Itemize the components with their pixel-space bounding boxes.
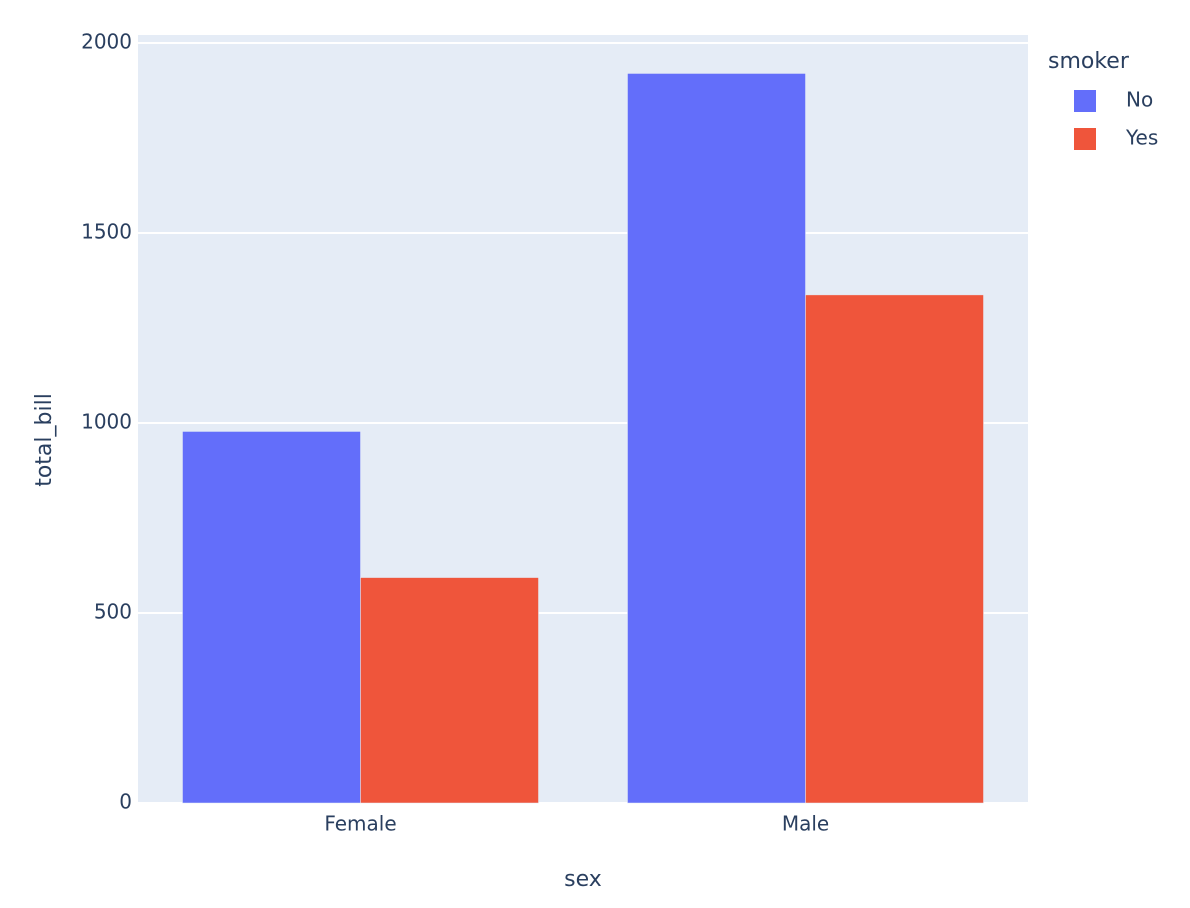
y-tick-label: 500 <box>94 599 132 623</box>
bar <box>360 577 539 804</box>
legend-swatch <box>1074 128 1096 150</box>
x-tick-label: Male <box>782 812 829 836</box>
legend-label: Yes <box>1125 126 1158 150</box>
y-axis-title: total_bill <box>32 393 57 487</box>
bar <box>182 431 361 804</box>
y-tick-label: 1500 <box>81 219 132 243</box>
legend-title: smoker <box>1048 49 1130 74</box>
bar <box>627 73 806 804</box>
legend-label: No <box>1126 88 1153 112</box>
legend-swatch <box>1074 90 1096 112</box>
y-tick-label: 0 <box>119 790 132 814</box>
x-axis-title: sex <box>564 867 602 892</box>
y-tick-label: 2000 <box>81 29 132 53</box>
x-tick-label: Female <box>324 812 396 836</box>
y-tick-label: 1000 <box>81 409 132 433</box>
bar <box>805 294 984 804</box>
